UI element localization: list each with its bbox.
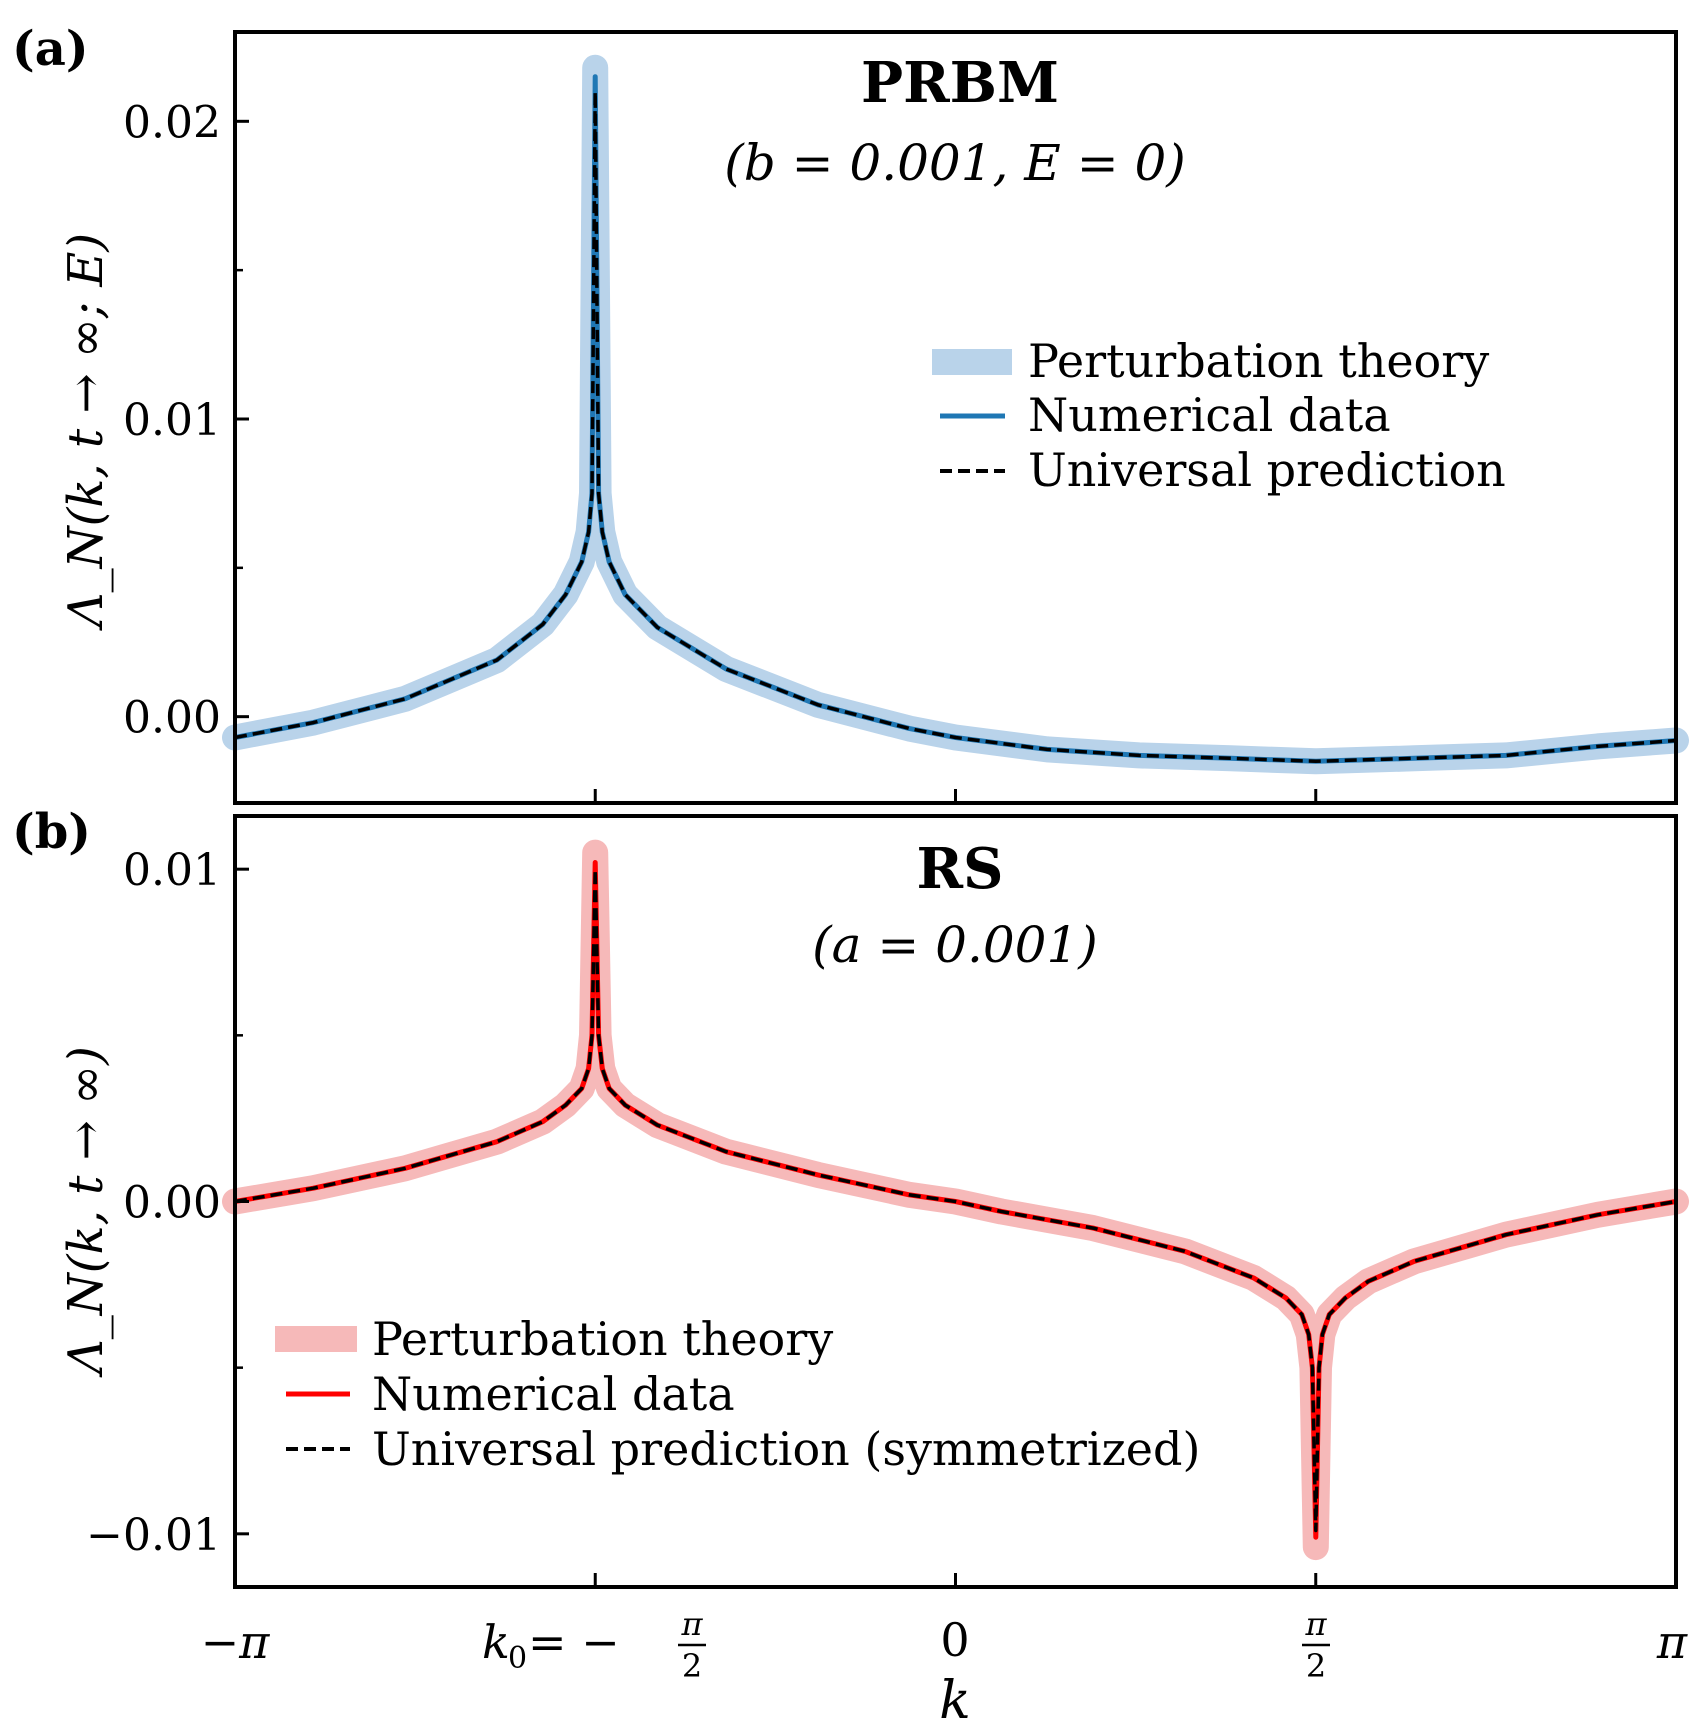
x-tick-label-k0-sub: 0 xyxy=(508,1641,527,1676)
x-tick-label-neg-pi: −π xyxy=(201,1615,271,1669)
panel-b-subtitle: (a = 0.001) xyxy=(812,916,1098,974)
panel-b: −0.01 0.00 0.01 (b) RS (a = 0.001) Λ_N(k, … xyxy=(12,804,1689,1589)
panel-b-y-axis-label: Λ_N(k, t → ∞) xyxy=(58,1046,114,1378)
x-tick-label-k0-eq: = − xyxy=(528,1615,620,1669)
legend-a-perturbation-label: Perturbation theory xyxy=(1028,334,1489,388)
panel-b-title: RS xyxy=(917,836,1004,902)
panel-b-y-ticks: −0.01 0.00 0.01 xyxy=(86,845,249,1561)
legend-b-numerical-label: Numerical data xyxy=(372,1367,735,1421)
y-tick-label: 0.01 xyxy=(123,395,221,446)
panel-a-subtitle: (b = 0.001, E = 0) xyxy=(724,134,1186,192)
panel-a-series xyxy=(222,54,1689,775)
y-tick-label: 0.02 xyxy=(123,97,221,148)
series-universal-prediction-symmetrized xyxy=(234,867,1677,1533)
x-tick-label-pi2-pi: π xyxy=(1304,1605,1327,1643)
panel-a-legend: Perturbation theory Numerical data Unive… xyxy=(932,334,1506,497)
panel-a-y-axis-label: Λ_N(k, t → ∞; E) xyxy=(58,233,114,631)
panel-a-y-ticks: 0.00 0.01 0.02 xyxy=(123,97,249,744)
x-tick-label-k0-two: 2 xyxy=(682,1647,702,1685)
panel-b-label: (b) xyxy=(12,804,91,860)
panel-b-x-ticks xyxy=(233,1573,1678,1587)
legend-b-perturbation-label: Perturbation theory xyxy=(372,1312,833,1366)
x-tick-label-k0-lhs: k xyxy=(482,1615,510,1669)
x-tick-label-k0: k 0 = − π 2 xyxy=(482,1605,706,1685)
x-tick-labels: −π k 0 = − π 2 0 π 2 π xyxy=(201,1605,1688,1685)
panel-a-label: (a) xyxy=(12,21,89,77)
panel-a-title: PRBM xyxy=(861,50,1059,116)
panel-b-series xyxy=(222,839,1689,1561)
x-tick-label-zero: 0 xyxy=(940,1613,969,1667)
x-tick-label-pi-over-2: π 2 xyxy=(1302,1605,1330,1685)
series-universal-prediction xyxy=(234,89,1677,764)
legend-a-numerical-label: Numerical data xyxy=(1028,388,1391,442)
legend-b-universal-label: Universal prediction (symmetrized) xyxy=(372,1422,1200,1476)
y-tick-label: −0.01 xyxy=(86,1510,221,1561)
x-tick-label-k0-pi: π xyxy=(680,1605,703,1643)
panel-a: 0.00 0.01 0.02 (a) PRBM (b = 0.001, E = 0)… xyxy=(12,21,1689,805)
panel-a-x-ticks xyxy=(233,789,1678,803)
x-axis-label: k xyxy=(939,1671,971,1729)
x-tick-label-pi2-two: 2 xyxy=(1306,1647,1326,1685)
y-tick-label: 0.00 xyxy=(123,1178,221,1229)
x-tick-label-pos-pi: π xyxy=(1656,1615,1688,1669)
y-tick-label: 0.00 xyxy=(123,693,221,744)
panel-b-legend: Perturbation theory Numerical data Unive… xyxy=(275,1312,1200,1476)
y-tick-label: 0.01 xyxy=(123,845,221,896)
legend-a-universal-label: Universal prediction xyxy=(1028,443,1506,497)
